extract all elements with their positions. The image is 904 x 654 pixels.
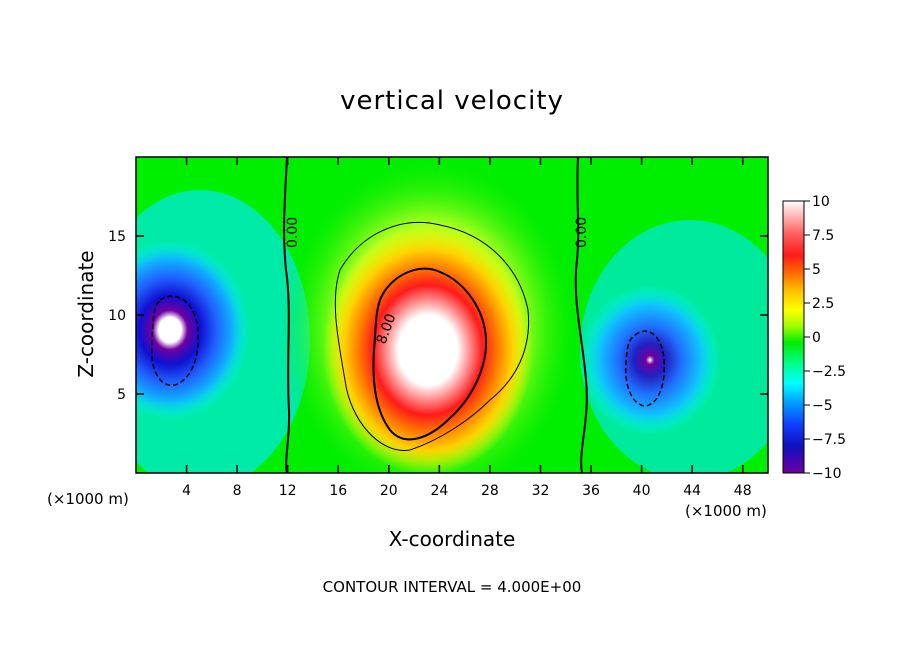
downdraft-left — [136, 240, 250, 420]
x-tick-label-4: 20 — [380, 483, 398, 499]
colorbar-tick-label-2: 5 — [812, 262, 821, 278]
colorbar-tick-label-4: 0 — [812, 330, 821, 346]
colorbar-ticks: 10 7.5 5 2.5 0 −2.5 −5 −7.5 −10 — [804, 194, 846, 482]
colorbar-tick-label-3: 2.5 — [812, 296, 834, 312]
contour-label-left: 0.00 — [285, 217, 301, 248]
chart-title: vertical velocity — [340, 86, 564, 116]
x-tick-label-5: 24 — [430, 483, 448, 499]
y-tick-label-2: 15 — [108, 229, 126, 245]
contour-zero-right — [574, 157, 588, 473]
contour-neg-left — [151, 295, 199, 386]
colorbar-tick-label-6: −5 — [812, 398, 833, 414]
x-tick-label-6: 28 — [481, 483, 499, 499]
x-axis-ticks: 4 8 12 16 20 24 28 32 36 40 44 48 — [182, 157, 752, 499]
y-tick-label-1: 10 — [108, 308, 126, 324]
contour-4 — [334, 221, 530, 451]
contour-zero-left — [283, 157, 291, 473]
x-tick-label-11: 48 — [734, 483, 752, 499]
downdraft-right — [580, 285, 720, 435]
x-tick-label-0: 4 — [182, 483, 191, 499]
contour-interval-note: CONTOUR INTERVAL = 4.000E+00 — [322, 578, 582, 596]
x-tick-label-9: 40 — [633, 483, 651, 499]
colorbar-tick-label-7: −7.5 — [812, 432, 846, 448]
colorbar — [782, 200, 805, 474]
contour-8 — [372, 267, 488, 441]
x-tick-label-8: 36 — [582, 483, 600, 499]
x-unit-label-left: (×1000 m) — [47, 490, 129, 508]
x-tick-label-2: 12 — [279, 483, 297, 499]
x-tick-label-7: 32 — [532, 483, 550, 499]
x-tick-label-3: 16 — [329, 483, 347, 499]
colorbar-tick-label-5: −2.5 — [812, 364, 846, 380]
velocity-field — [136, 157, 768, 473]
colorbar-tick-label-8: −10 — [812, 466, 842, 482]
x-tick-label-1: 8 — [233, 483, 242, 499]
colorbar-tick-label-1: 7.5 — [812, 228, 834, 244]
x-tick-label-10: 44 — [683, 483, 701, 499]
updraft-core — [323, 225, 533, 473]
colorbar-tick-label-0: 10 — [812, 194, 830, 210]
y-axis-ticks: 5 10 15 — [108, 229, 768, 403]
x-axis-label: X-coordinate — [388, 527, 516, 551]
x-unit-label-right: (×1000 m) — [685, 502, 767, 520]
y-tick-label-0: 5 — [117, 387, 126, 403]
contour-label-right: 0.00 — [574, 217, 590, 248]
